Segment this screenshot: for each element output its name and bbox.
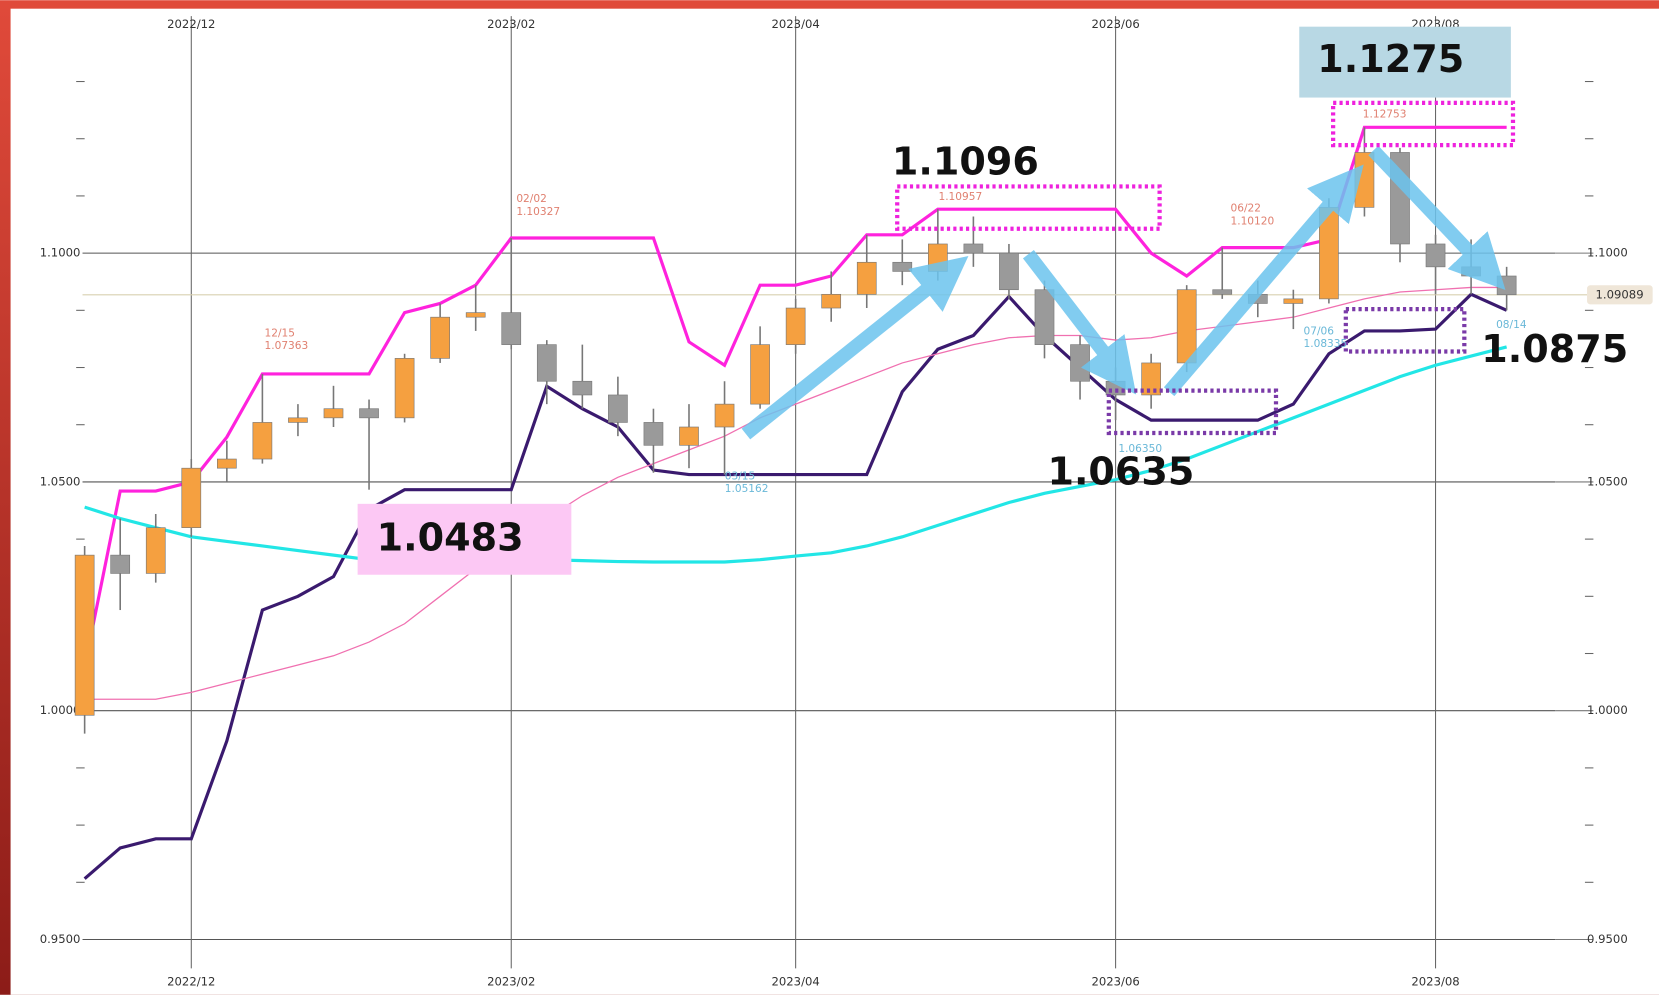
candle-body bbox=[288, 417, 308, 423]
y-tick-label: 1.0500 bbox=[40, 474, 81, 488]
label-box bbox=[1299, 26, 1511, 98]
indicator-line bbox=[84, 286, 1507, 700]
point-price: 1.12753 bbox=[1363, 108, 1407, 120]
point-price: 1.10120 bbox=[1230, 215, 1274, 227]
candle-body bbox=[501, 312, 522, 345]
y-tick-label: 1.1000 bbox=[40, 246, 81, 260]
x-tick-label: 2022/12 bbox=[167, 17, 215, 31]
candle-body bbox=[785, 307, 806, 345]
candle-body bbox=[572, 380, 593, 396]
candle-body bbox=[1034, 289, 1055, 345]
x-tick-label: 2023/02 bbox=[487, 975, 535, 989]
x-tick-label: 2023/08 bbox=[1411, 975, 1459, 989]
point-price: 1.10327 bbox=[516, 206, 560, 218]
point-price: 1.10957 bbox=[938, 191, 982, 203]
candle-body bbox=[465, 312, 486, 318]
x-tick-label: 2023/06 bbox=[1091, 17, 1139, 31]
point-date: 02/02 bbox=[516, 193, 547, 205]
candle-body bbox=[145, 527, 166, 574]
candle-body bbox=[643, 422, 664, 446]
y-tick-label: 1.0000 bbox=[1587, 703, 1628, 717]
x-tick-label: 2023/02 bbox=[487, 17, 535, 31]
indicator-lines bbox=[83, 125, 1508, 880]
trend-arrow bbox=[741, 256, 969, 440]
y-tick-label: 1.0000 bbox=[40, 703, 81, 717]
x-tick-label: 2023/04 bbox=[771, 17, 819, 31]
point-price: 1.08335 bbox=[1304, 338, 1348, 350]
price-tag bbox=[1587, 285, 1653, 305]
point-date: 12/15 bbox=[265, 328, 296, 340]
candle-body bbox=[1283, 298, 1304, 304]
candle-body bbox=[856, 261, 877, 295]
y-tick-label: 0.9500 bbox=[1587, 932, 1628, 946]
last-price-label: 1.09089 bbox=[1596, 287, 1644, 301]
indicator-line bbox=[83, 125, 1507, 668]
y-tick-label: 1.1000 bbox=[1587, 246, 1628, 260]
candle-body bbox=[323, 408, 344, 419]
candle-body bbox=[1141, 362, 1161, 396]
y-tick-label: 1.0500 bbox=[1587, 474, 1628, 488]
candle-body bbox=[608, 394, 628, 423]
highlight-box bbox=[1106, 388, 1279, 436]
point-date: 03/15 bbox=[725, 470, 756, 482]
candle-body bbox=[359, 408, 379, 419]
candle-body bbox=[74, 554, 95, 716]
candle-body bbox=[1354, 152, 1375, 208]
point-price: 1.06350 bbox=[1118, 443, 1162, 455]
candle-body bbox=[963, 243, 984, 254]
candle-body bbox=[217, 458, 237, 469]
annotation: 1.0635 bbox=[1047, 450, 1194, 494]
x-tick-label: 2023/04 bbox=[771, 975, 819, 989]
trend-arrow bbox=[1022, 249, 1137, 395]
candle-body bbox=[252, 422, 273, 460]
x-tick-label: 2023/06 bbox=[1091, 975, 1139, 989]
candle-body bbox=[1070, 344, 1090, 382]
y-tick-label: 0.9500 bbox=[40, 932, 81, 946]
plot-background bbox=[10, 8, 1659, 995]
candle-body bbox=[181, 467, 202, 528]
candle-body bbox=[394, 358, 415, 419]
grid: 0.9500 0.9500 1.0000 1.0000 1.0500 1.0500 1.10… bbox=[40, 16, 1653, 989]
decorations bbox=[357, 26, 1516, 575]
indicator-line bbox=[84, 345, 1508, 564]
point-price: 1.05162 bbox=[725, 483, 769, 495]
annotation: 1.0483 bbox=[377, 515, 524, 559]
candle-body bbox=[821, 293, 842, 309]
candle-body bbox=[1176, 289, 1197, 364]
candle-body bbox=[1212, 289, 1233, 295]
labels: 12/151.07363 02/021.10327 03/151.05162 1.10… bbox=[265, 37, 1629, 559]
candle-body bbox=[110, 554, 131, 574]
highlight-box bbox=[1331, 100, 1516, 148]
candle-body bbox=[750, 344, 770, 405]
candle-body bbox=[430, 316, 450, 359]
x-tick-label: 2022/12 bbox=[167, 975, 215, 989]
candle-body bbox=[928, 243, 948, 272]
candle-body bbox=[679, 426, 699, 446]
point-date: 08/14 bbox=[1496, 319, 1527, 331]
candle-body bbox=[536, 344, 557, 382]
candle-body bbox=[1496, 275, 1517, 296]
annotation: 1.1096 bbox=[892, 140, 1039, 184]
trend-arrow bbox=[1368, 145, 1506, 290]
point-price: 1.07363 bbox=[265, 340, 309, 352]
candle-body bbox=[892, 261, 913, 272]
trend-arrow bbox=[1163, 164, 1364, 397]
annotation: 1.1275 bbox=[1317, 37, 1464, 81]
indicator-line bbox=[83, 292, 1508, 880]
candle-body bbox=[714, 403, 735, 428]
candle-body bbox=[1425, 243, 1446, 268]
annotation: 1.0875 bbox=[1481, 327, 1628, 371]
point-date: 07/06 bbox=[1304, 325, 1335, 337]
label-box bbox=[357, 503, 572, 575]
candle-body bbox=[1105, 380, 1126, 396]
point-date: 06/22 bbox=[1230, 203, 1261, 215]
highlight-box bbox=[1343, 307, 1467, 354]
candle-body bbox=[999, 252, 1019, 291]
